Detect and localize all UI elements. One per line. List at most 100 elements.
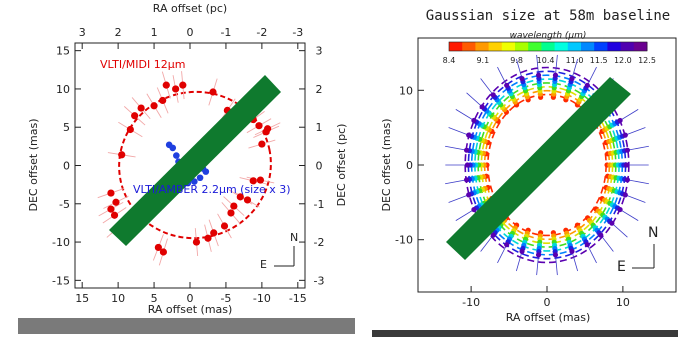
left-compass-e: E [260, 258, 267, 271]
midi-point [118, 151, 126, 159]
gaussian-point [609, 220, 615, 226]
gaussian-point [569, 76, 575, 82]
left-x-tick-label: 0 [187, 292, 194, 305]
colorbar-swatch [528, 42, 542, 51]
right-green-bar [446, 77, 631, 260]
amber-point [196, 174, 204, 182]
left-gray-strip [18, 318, 355, 334]
gaussian-point [617, 117, 623, 124]
left-top-axis-label: RA offset (pc) [153, 2, 227, 15]
right-y-tick-label: 0 [406, 159, 413, 172]
left-right-ticks: -3 -2 -1 0 1 2 3 [299, 45, 325, 287]
midi-point [162, 81, 170, 89]
left-y-tick-label: -5 [59, 198, 70, 211]
midi-point [220, 222, 229, 230]
right-dark-strip [372, 330, 678, 337]
left-right-axis-label: DEC offset (pc) [335, 124, 348, 207]
left-right-tick-label: 0 [316, 160, 323, 173]
gaussian-point [584, 242, 590, 248]
colorbar-frame [448, 41, 648, 52]
gaussian-point [617, 206, 623, 213]
left-top-tick-label: 0 [187, 26, 194, 39]
midi-point [256, 176, 265, 184]
gaussian-point [623, 162, 630, 168]
gaussian-point [466, 132, 472, 138]
gaussian-point [463, 177, 470, 183]
midi-point [159, 248, 168, 256]
left-right-tick-label: -3 [314, 274, 325, 287]
gaussian-point [490, 92, 496, 98]
colorbar-swatch [449, 42, 463, 51]
right-bottom-ticks: -10 0 10 [462, 286, 630, 309]
left-top-tick-label: -1 [220, 26, 231, 39]
midi-point [110, 211, 119, 219]
left-x-axis-label: RA offset (mas) [148, 303, 233, 316]
midi-point [112, 198, 120, 206]
left-x-tick-label: -5 [220, 292, 231, 305]
gaussian-point [504, 82, 510, 88]
right-x-axis-label: RA offset (mas) [506, 311, 591, 324]
right-x-tick-label: -10 [462, 296, 480, 309]
gaussian-point [463, 147, 470, 153]
left-x-tick-label: -15 [289, 292, 307, 305]
left-left-ticks: -15 -10 -5 0 5 10 15 [52, 45, 81, 287]
midi-point [131, 112, 139, 120]
amber-point [191, 178, 198, 185]
left-y-axis-label: DEC offset (mas) [27, 119, 40, 212]
midi-point [150, 102, 158, 110]
right-title: Gaussian size at 58m baseline [426, 8, 670, 24]
colorbar-swatch [554, 42, 569, 51]
gaussian-point [552, 72, 559, 78]
colorbar-swatch [488, 42, 503, 51]
gaussian-point [622, 192, 628, 198]
colorbar-swatch [501, 42, 516, 51]
colorbar-swatch [567, 42, 582, 51]
gaussian-point [624, 177, 631, 183]
colorbar-swatch [607, 42, 622, 51]
colorbar-swatch [633, 42, 648, 51]
colorbar-tick-label: 10.4 [537, 56, 555, 65]
gaussian-point [624, 147, 631, 153]
left-x-tick-label: -10 [253, 292, 271, 305]
midi-point [107, 205, 115, 213]
right-compass-n: N [648, 225, 658, 241]
left-y-tick-label: -10 [52, 236, 70, 249]
midi-point [154, 243, 162, 252]
midi-point [137, 104, 145, 112]
gaussian-point [464, 162, 471, 168]
midi-point [264, 125, 272, 133]
right-panel: Gaussian size at 58m baseline wavelength… [372, 8, 678, 337]
midi-point [126, 125, 134, 134]
left-y-tick-label: 5 [63, 121, 70, 134]
colorbar-swatches [449, 42, 648, 51]
gaussian-point [519, 248, 525, 254]
left-green-bar [109, 75, 281, 246]
midi-point [243, 196, 252, 204]
colorbar-title: wavelength (μm) [510, 31, 587, 41]
colorbar-swatch [594, 42, 608, 51]
left-y-tick-label: 10 [56, 83, 70, 96]
colorbar-swatch [541, 42, 556, 51]
amber-point [173, 152, 180, 159]
midi-point [204, 234, 212, 242]
colorbar-tick-label: 11.0 [566, 56, 584, 65]
left-x-tick-label: 15 [75, 292, 89, 305]
left-top-tick-label: -3 [292, 26, 303, 39]
gaussian-point [519, 76, 525, 82]
amber-point [202, 168, 210, 175]
colorbar-tick-label: 9.1 [476, 56, 489, 65]
left-top-tick-label: -2 [256, 26, 267, 39]
midi-point [230, 202, 238, 210]
colorbar-swatch [515, 42, 529, 51]
midi-point [172, 85, 180, 93]
gaussian-point [466, 192, 472, 198]
gaussian-point [479, 104, 485, 110]
colorbar-swatch [620, 42, 635, 51]
gaussian-point [471, 206, 477, 213]
left-right-tick-label: 1 [316, 121, 323, 134]
left-bottom-ticks: 15 10 5 0 -5 -10 -15 [75, 282, 307, 305]
gaussian-point [504, 242, 510, 248]
gaussian-point [490, 232, 496, 238]
